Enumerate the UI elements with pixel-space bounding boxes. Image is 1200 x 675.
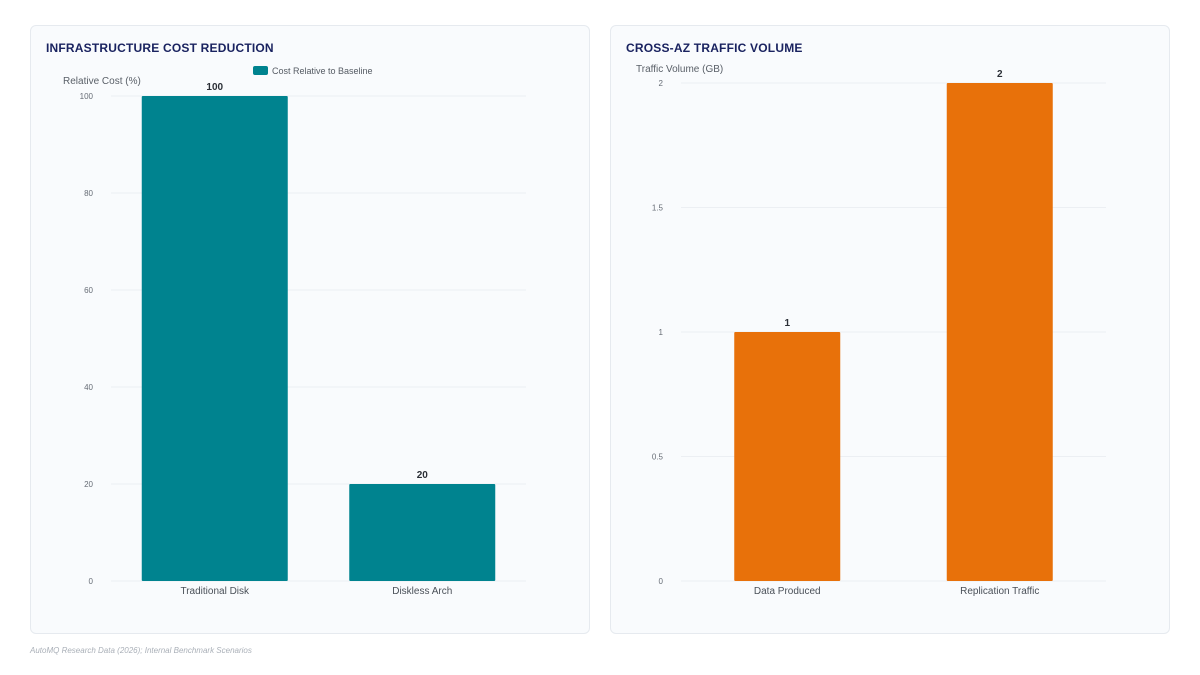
bar-data-label: 2 <box>997 69 1003 80</box>
y-tick-label: 60 <box>84 286 93 295</box>
y-tick-label: 80 <box>84 189 93 198</box>
cost-chart-title: INFRASTRUCTURE COST REDUCTION <box>46 41 274 55</box>
bar-data-label: 100 <box>206 82 223 93</box>
bar <box>141 96 288 581</box>
bar-data-label: 1 <box>784 318 790 329</box>
y-tick-label: 0 <box>659 577 664 586</box>
bar <box>349 484 496 581</box>
x-tick-label: Replication Traffic <box>960 586 1039 597</box>
bar <box>734 332 841 581</box>
source-footnote: AutoMQ Research Data (2026); Internal Be… <box>30 646 252 655</box>
bar-data-label: 20 <box>417 470 429 481</box>
traffic-chart-title: CROSS-AZ TRAFFIC VOLUME <box>626 41 803 55</box>
y-tick-label: 1 <box>659 328 664 337</box>
y-tick-label: 1.5 <box>652 204 664 213</box>
cost-reduction-chart-panel: INFRASTRUCTURE COST REDUCTION 0 20 40 60 80 1… <box>30 25 590 634</box>
y-axis-label: Traffic Volume (GB) <box>636 64 723 75</box>
y-tick-label: 0 <box>89 577 94 586</box>
y-tick-label: 0.5 <box>652 453 664 462</box>
y-tick-label: 100 <box>80 92 94 101</box>
y-tick-label: 2 <box>659 79 664 88</box>
traffic-volume-chart: 0 0.5 1 1.5 2 Traffic Volume (GB) 1 Data Produc… <box>636 64 1106 597</box>
legend-swatch <box>253 66 268 75</box>
y-tick-label: 40 <box>84 383 93 392</box>
x-tick-label: Diskless Arch <box>392 586 452 597</box>
cost-reduction-chart: 0 20 40 60 80 100 Relative Cost (%) Cost Relati… <box>63 66 526 597</box>
x-tick-label: Data Produced <box>754 586 821 597</box>
bar <box>946 83 1053 581</box>
legend-label: Cost Relative to Baseline <box>272 66 373 76</box>
traffic-volume-chart-panel: CROSS-AZ TRAFFIC VOLUME 0 0.5 1 1.5 2 Traffic… <box>610 25 1170 634</box>
y-tick-label: 20 <box>84 480 93 489</box>
y-axis-label: Relative Cost (%) <box>63 76 141 87</box>
x-tick-label: Traditional Disk <box>180 586 250 597</box>
